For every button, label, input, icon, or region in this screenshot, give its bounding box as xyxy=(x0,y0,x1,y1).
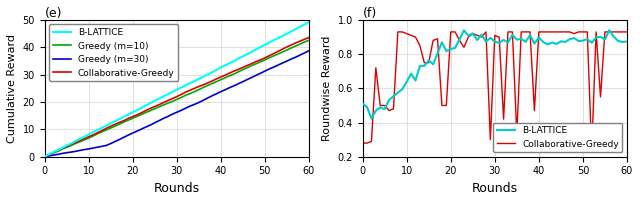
Collaborative-Greedy xyxy=(588,150,596,153)
Line: Collaborative-Greedy: Collaborative-Greedy xyxy=(363,32,627,152)
B-LATTICE xyxy=(359,103,367,105)
Greedy (m=30) xyxy=(199,99,207,102)
Collaborative-Greedy xyxy=(199,84,207,86)
Text: (e): (e) xyxy=(45,7,62,20)
Greedy (m=30) xyxy=(305,50,313,52)
B-LATTICE xyxy=(456,38,463,41)
Greedy (m=10) xyxy=(305,39,313,42)
Greedy (m=30) xyxy=(270,66,278,68)
B-LATTICE xyxy=(425,59,433,62)
B-LATTICE xyxy=(592,36,600,39)
Collaborative-Greedy xyxy=(133,114,141,116)
B-LATTICE xyxy=(41,156,49,158)
Y-axis label: Roundwise Reward: Roundwise Reward xyxy=(322,36,332,141)
Greedy (m=30) xyxy=(41,156,49,158)
B-LATTICE xyxy=(522,41,529,43)
Greedy (m=10) xyxy=(199,86,207,89)
B-LATTICE xyxy=(182,84,189,87)
Greedy (m=10) xyxy=(270,55,278,57)
B-LATTICE xyxy=(199,76,207,78)
X-axis label: Rounds: Rounds xyxy=(154,182,200,195)
Collaborative-Greedy xyxy=(623,31,631,33)
Greedy (m=30) xyxy=(182,107,189,109)
Legend: B-LATTICE, Greedy (m=10), Greedy (m=30), Collaborative-Greedy: B-LATTICE, Greedy (m=10), Greedy (m=30),… xyxy=(49,24,179,81)
Line: B-LATTICE: B-LATTICE xyxy=(363,30,627,119)
Collaborative-Greedy xyxy=(182,91,189,93)
Line: Greedy (m=10): Greedy (m=10) xyxy=(45,40,309,157)
B-LATTICE xyxy=(133,109,141,111)
Greedy (m=30) xyxy=(93,146,101,148)
Collaborative-Greedy xyxy=(394,31,402,33)
B-LATTICE xyxy=(305,21,313,23)
Greedy (m=30) xyxy=(102,144,110,147)
Y-axis label: Cumulative Reward: Cumulative Reward xyxy=(7,34,17,143)
Collaborative-Greedy xyxy=(504,31,512,33)
Line: B-LATTICE: B-LATTICE xyxy=(45,22,309,157)
Greedy (m=10) xyxy=(102,129,110,131)
Collaborative-Greedy xyxy=(305,36,313,39)
Greedy (m=30) xyxy=(133,130,141,132)
B-LATTICE xyxy=(416,65,424,67)
B-LATTICE xyxy=(93,129,101,131)
Line: Collaborative-Greedy: Collaborative-Greedy xyxy=(45,38,309,157)
Collaborative-Greedy xyxy=(425,61,433,64)
Collaborative-Greedy xyxy=(416,44,424,47)
Greedy (m=10) xyxy=(93,133,101,135)
Collaborative-Greedy xyxy=(359,142,367,144)
Collaborative-Greedy xyxy=(41,156,49,158)
Collaborative-Greedy xyxy=(93,132,101,134)
B-LATTICE xyxy=(623,40,631,43)
Line: Greedy (m=30): Greedy (m=30) xyxy=(45,51,309,157)
B-LATTICE xyxy=(504,41,512,44)
Collaborative-Greedy xyxy=(522,31,529,33)
Greedy (m=10) xyxy=(182,94,189,97)
Collaborative-Greedy xyxy=(102,127,110,129)
Legend: B-LATTICE, Collaborative-Greedy: B-LATTICE, Collaborative-Greedy xyxy=(493,123,623,152)
B-LATTICE xyxy=(270,39,278,41)
X-axis label: Rounds: Rounds xyxy=(472,182,518,195)
Collaborative-Greedy xyxy=(456,39,463,42)
Greedy (m=10) xyxy=(133,115,141,118)
Collaborative-Greedy xyxy=(596,96,604,98)
B-LATTICE xyxy=(367,117,375,120)
B-LATTICE xyxy=(605,29,613,32)
Collaborative-Greedy xyxy=(270,52,278,55)
Greedy (m=10) xyxy=(41,156,49,158)
Text: (f): (f) xyxy=(363,7,377,20)
B-LATTICE xyxy=(102,124,110,127)
